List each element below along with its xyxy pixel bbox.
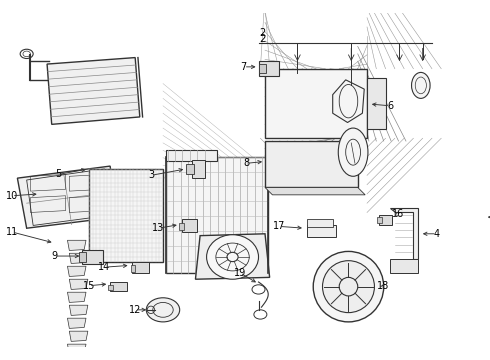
Text: 17: 17 xyxy=(273,221,285,231)
Ellipse shape xyxy=(338,128,368,176)
Text: 5: 5 xyxy=(55,170,61,179)
Polygon shape xyxy=(68,240,86,251)
Polygon shape xyxy=(132,262,149,273)
Polygon shape xyxy=(179,223,184,230)
Polygon shape xyxy=(196,234,270,279)
Polygon shape xyxy=(377,217,382,223)
Polygon shape xyxy=(259,61,279,76)
Ellipse shape xyxy=(313,251,384,322)
Polygon shape xyxy=(186,164,194,174)
Text: 3: 3 xyxy=(148,170,154,180)
Text: 10: 10 xyxy=(6,191,18,201)
Polygon shape xyxy=(307,225,337,238)
Polygon shape xyxy=(390,208,418,259)
Polygon shape xyxy=(68,344,86,354)
Polygon shape xyxy=(78,252,86,262)
Polygon shape xyxy=(192,159,205,178)
Polygon shape xyxy=(68,318,86,328)
Text: 14: 14 xyxy=(98,262,111,272)
Polygon shape xyxy=(333,80,364,122)
Polygon shape xyxy=(68,292,86,302)
Text: 13: 13 xyxy=(152,223,165,233)
Text: 8: 8 xyxy=(244,158,249,168)
Polygon shape xyxy=(69,331,88,341)
Polygon shape xyxy=(166,157,268,273)
Text: 7: 7 xyxy=(241,62,247,72)
Text: 15: 15 xyxy=(83,281,95,291)
Text: 18: 18 xyxy=(377,281,389,291)
Ellipse shape xyxy=(412,72,430,98)
Polygon shape xyxy=(69,279,88,289)
Text: 6: 6 xyxy=(387,101,393,111)
Polygon shape xyxy=(307,219,333,227)
Text: 11: 11 xyxy=(6,227,18,237)
Polygon shape xyxy=(367,78,386,129)
Text: 12: 12 xyxy=(129,305,141,315)
Polygon shape xyxy=(47,58,140,124)
Polygon shape xyxy=(17,166,117,228)
Text: 19: 19 xyxy=(234,268,246,278)
Ellipse shape xyxy=(207,235,259,279)
Text: 4: 4 xyxy=(434,229,440,239)
Ellipse shape xyxy=(147,298,180,322)
Polygon shape xyxy=(166,150,217,161)
Polygon shape xyxy=(265,188,365,195)
Polygon shape xyxy=(108,285,113,291)
Polygon shape xyxy=(82,249,103,264)
Polygon shape xyxy=(182,219,197,232)
Ellipse shape xyxy=(322,261,374,312)
Polygon shape xyxy=(69,253,88,264)
Text: 16: 16 xyxy=(392,209,404,219)
Polygon shape xyxy=(69,305,88,315)
Polygon shape xyxy=(130,265,135,272)
Polygon shape xyxy=(89,169,163,262)
Polygon shape xyxy=(265,69,367,138)
Text: 9: 9 xyxy=(51,251,57,261)
Polygon shape xyxy=(259,64,266,73)
Text: 2: 2 xyxy=(259,34,266,44)
Polygon shape xyxy=(379,215,392,225)
Text: 2: 2 xyxy=(259,28,266,39)
Polygon shape xyxy=(265,141,358,188)
Polygon shape xyxy=(68,266,86,276)
Polygon shape xyxy=(390,259,418,273)
Polygon shape xyxy=(110,282,127,291)
